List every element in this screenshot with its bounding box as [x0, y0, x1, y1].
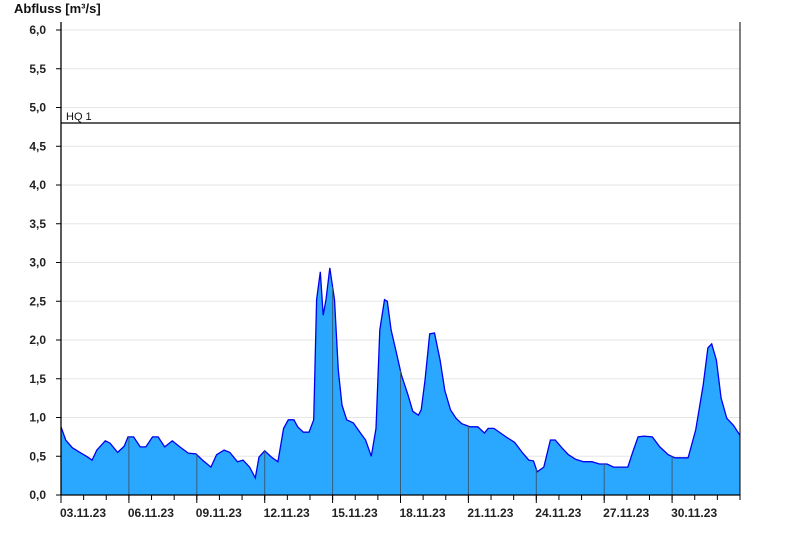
x-tick-label: 15.11.23: [332, 506, 378, 520]
x-tick-label: 18.11.23: [399, 506, 445, 520]
x-tick-label: 30.11.23: [671, 506, 717, 520]
x-tick-label: 27.11.23: [603, 506, 649, 520]
y-tick-label: 5,0: [29, 101, 46, 115]
y-tick-label: 3,5: [29, 217, 46, 231]
y-tick-label: 1,5: [29, 372, 46, 386]
x-tick-label: 12.11.23: [264, 506, 310, 520]
x-tick-label: 09.11.23: [196, 506, 242, 520]
series-line: [60, 267, 741, 480]
y-tick-label: 4,0: [29, 178, 46, 192]
y-tick-label: 2,0: [29, 333, 46, 347]
hq1-label: HQ 1: [66, 111, 92, 123]
y-tick-label: 1,0: [29, 411, 46, 425]
x-tick-label: 06.11.23: [128, 506, 174, 520]
y-axis-title: Abfluss [m³/s]: [14, 1, 101, 16]
y-tick-label: 3,0: [29, 256, 46, 270]
y-tick-label: 0,0: [29, 488, 46, 502]
y-tick-label: 2,5: [29, 294, 46, 308]
y-tick-label: 5,5: [29, 62, 46, 76]
x-tick-label: 03.11.23: [60, 506, 106, 520]
y-axis-ticks: 0,0 0,5 1,0 1,5 2,0 2,5 3,0 3,5 4,0 4,5 5,0 5,5 6,0: [29, 23, 61, 502]
x-tick-label: 21.11.23: [467, 506, 513, 520]
x-tick-label: 24.11.23: [535, 506, 581, 520]
y-tick-label: 0,5: [29, 449, 46, 463]
reference-lines: HQ 1: [61, 111, 740, 124]
y-tick-label: 6,0: [29, 23, 46, 37]
major-date-lines: [128, 286, 673, 495]
x-axis-ticks: 03.11.23 06.11.23 09.11.23 12.11.23 15.11.23…: [60, 495, 741, 520]
grid-lines: [61, 29, 740, 457]
y-tick-label: 4,5: [29, 139, 46, 153]
